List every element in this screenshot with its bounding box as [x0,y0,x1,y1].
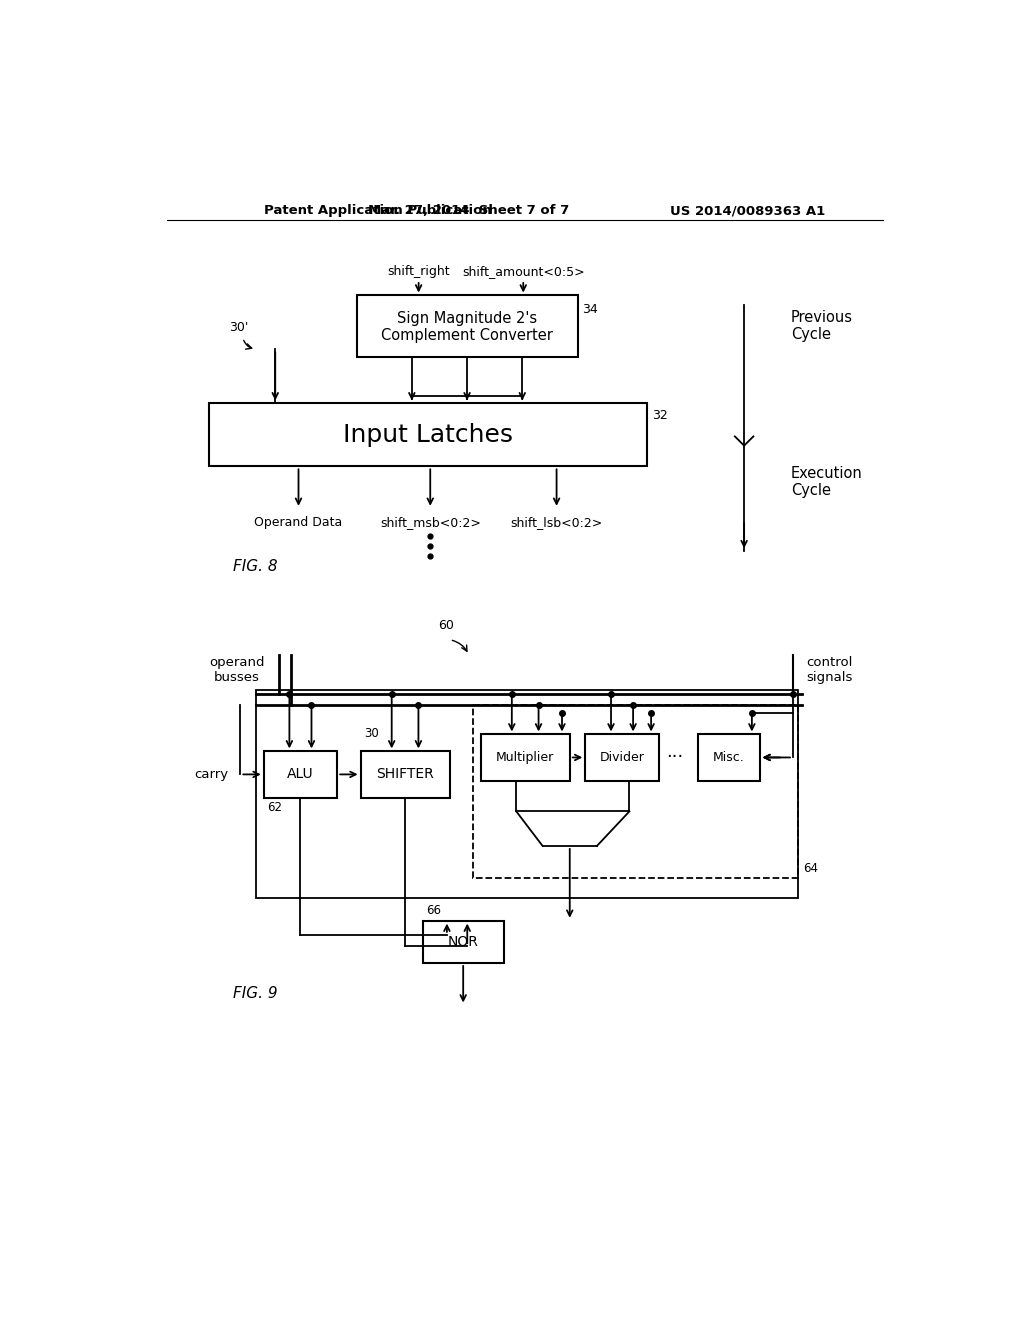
Text: Multiplier: Multiplier [496,751,554,764]
Text: 32: 32 [652,409,668,422]
Text: US 2014/0089363 A1: US 2014/0089363 A1 [671,205,825,218]
Text: Divider: Divider [600,751,644,764]
Text: shift_right: shift_right [387,265,450,277]
Text: Mar. 27, 2014  Sheet 7 of 7: Mar. 27, 2014 Sheet 7 of 7 [369,205,569,218]
Text: 64: 64 [803,862,818,874]
Text: 30: 30 [365,727,379,739]
Text: operand
busses: operand busses [209,656,264,685]
Bar [480,734,569,780]
Bar [209,404,647,466]
Bar [423,921,504,964]
Bar [360,751,450,797]
Bar [263,751,337,797]
Text: FIG. 8: FIG. 8 [232,558,278,574]
Text: shift_amount<0:5>: shift_amount<0:5> [462,265,585,277]
Text: control
signals: control signals [806,656,853,685]
Bar [256,689,799,898]
Text: shift_lsb<0:2>: shift_lsb<0:2> [510,516,603,529]
Bar [586,734,658,780]
Text: Previous
Cycle: Previous Cycle [791,310,853,342]
Text: 30': 30' [228,321,248,334]
Text: 62: 62 [267,801,283,814]
Text: Misc.: Misc. [713,751,744,764]
Bar [697,734,760,780]
Text: SHIFTER: SHIFTER [376,767,434,781]
Text: 60: 60 [438,619,454,632]
Text: FIG. 9: FIG. 9 [232,986,278,1002]
Text: 34: 34 [583,304,598,317]
Text: Operand Data: Operand Data [254,516,343,529]
Text: NOR: NOR [447,935,478,949]
Text: 66: 66 [426,904,441,917]
Text: Input Latches: Input Latches [343,422,513,447]
Bar [356,296,578,358]
Text: shift_msb<0:2>: shift_msb<0:2> [380,516,480,529]
Text: carry: carry [195,768,228,781]
Text: Execution
Cycle: Execution Cycle [791,466,862,498]
Text: Complement Converter: Complement Converter [381,327,553,343]
Text: ALU: ALU [287,767,313,781]
Text: Patent Application Publication: Patent Application Publication [263,205,492,218]
Bar [473,705,799,878]
Text: ···: ··· [667,748,684,767]
Text: Sign Magnitude 2's: Sign Magnitude 2's [397,312,538,326]
